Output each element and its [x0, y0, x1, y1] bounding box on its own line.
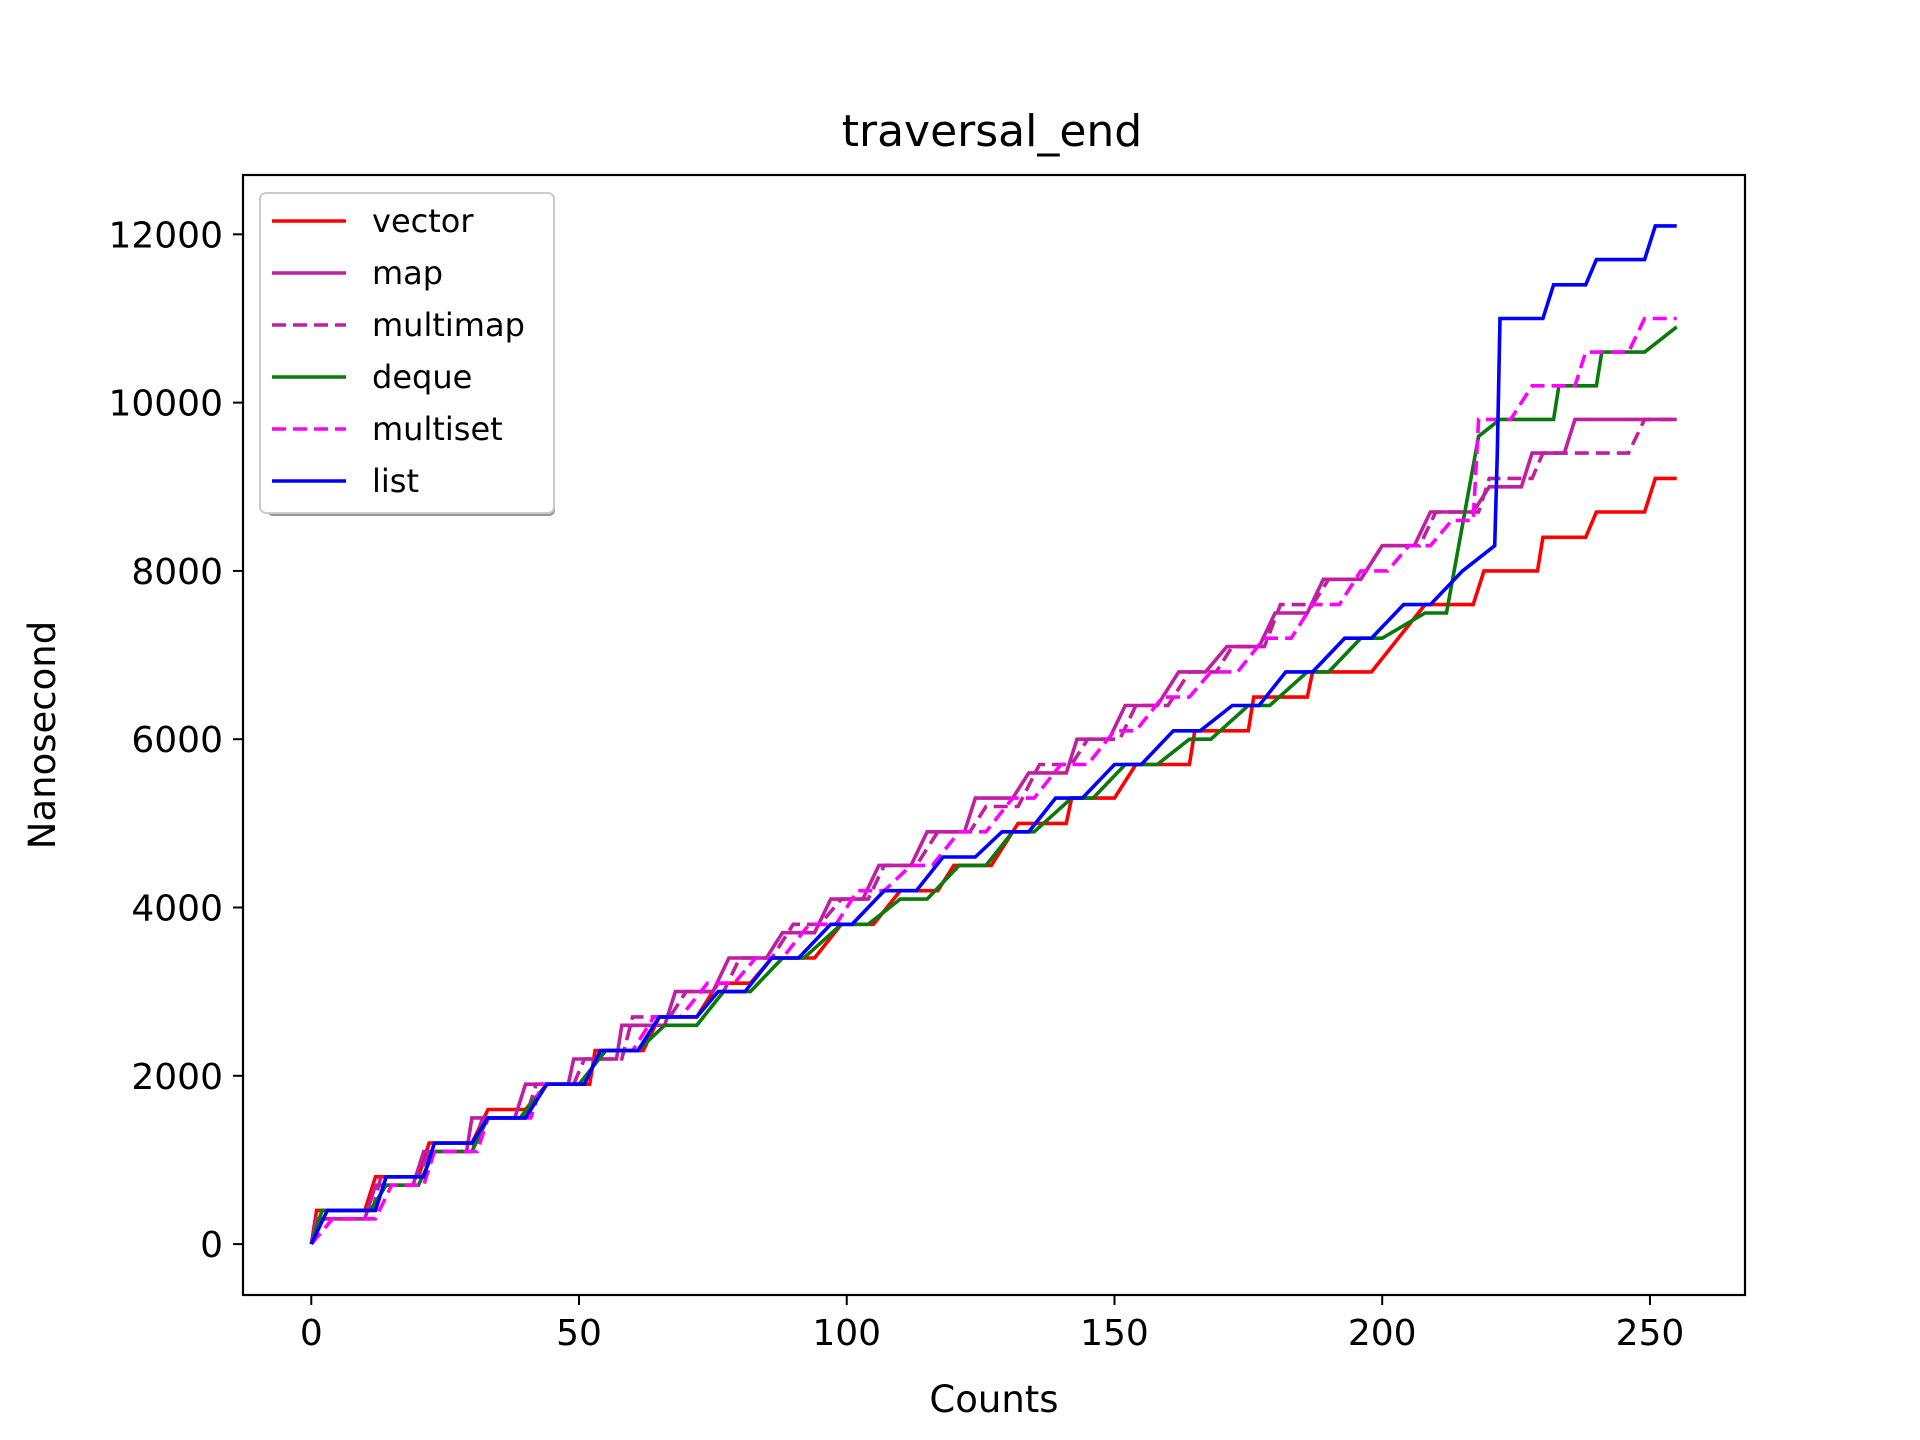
- series-line-list: [309, 224, 1677, 1245]
- legend-label-map: map: [372, 254, 443, 292]
- y-tick-label: 8000: [131, 552, 223, 593]
- x-tick-label: 250: [1616, 1313, 1685, 1354]
- legend-label-deque: deque: [372, 358, 472, 396]
- x-tick-label: 0: [300, 1313, 323, 1354]
- legend: vector map multimap deque multiset list: [259, 192, 555, 516]
- legend-label-vector: vector: [372, 202, 474, 240]
- y-axis: 0 2000 4000 6000 8000 10000 12000: [108, 215, 243, 1266]
- series-line-multiset: [309, 316, 1677, 1246]
- x-axis: 0 50 100 150 200 250: [300, 1295, 1684, 1354]
- y-tick-label: 6000: [131, 720, 223, 761]
- y-tick-label: 4000: [131, 889, 223, 930]
- y-tick-label: 12000: [108, 215, 223, 256]
- x-tick-label: 150: [1080, 1313, 1149, 1354]
- plot-frame: [241, 173, 1747, 1297]
- chart-title: traversal_end: [842, 106, 1143, 157]
- y-tick-label: 2000: [131, 1057, 223, 1098]
- legend-label-multimap: multimap: [372, 306, 525, 344]
- series-line-multimap: [309, 417, 1677, 1245]
- y-tick-label: 0: [200, 1225, 223, 1266]
- y-axis-title: Nanosecond: [21, 621, 64, 849]
- x-tick-label: 200: [1348, 1313, 1417, 1354]
- x-tick-label: 100: [812, 1313, 881, 1354]
- x-axis-title: Counts: [929, 1378, 1058, 1421]
- series-line-map: [309, 417, 1677, 1245]
- series-layer: [309, 224, 1678, 1246]
- series-line-vector: [309, 476, 1677, 1245]
- y-tick-label: 10000: [108, 384, 223, 425]
- x-tick-label: 50: [556, 1313, 602, 1354]
- legend-label-list: list: [372, 462, 419, 500]
- series-line-deque: [309, 325, 1678, 1245]
- legend-label-multiset: multiset: [372, 410, 503, 448]
